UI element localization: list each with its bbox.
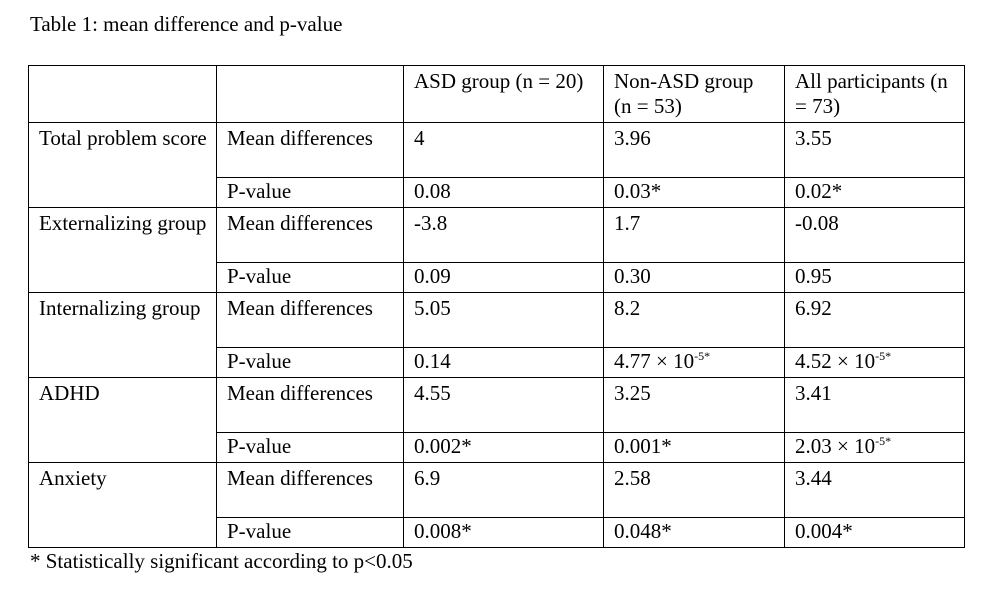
- p-value-cell: 0.08: [403, 177, 604, 208]
- p-value-cell: 0.008*: [403, 517, 604, 548]
- statistic-label-cell: Mean differences: [216, 122, 404, 178]
- statistic-label-cell: Mean differences: [216, 207, 404, 263]
- statistic-label-cell: P-value: [216, 262, 404, 293]
- mean-value-cell: 4.55: [403, 377, 604, 433]
- mean-value-cell: 3.96: [603, 122, 785, 178]
- table-row: P-value 0.14 4.77 × 10-5* 4.52 × 10-5*: [29, 347, 965, 378]
- p-value-cell: 0.048*: [603, 517, 785, 548]
- significance-footnote: * Statistically significant according to…: [30, 549, 413, 573]
- p-value-cell: 0.14: [403, 347, 604, 378]
- statistic-label-cell: Mean differences: [216, 462, 404, 518]
- statistic-label-cell: P-value: [216, 347, 404, 378]
- exponent-superscript: -5*: [875, 349, 892, 363]
- p-value-cell: 0.30: [603, 262, 785, 293]
- header-cell-statistic: [216, 65, 404, 123]
- mean-value-cell: 3.41: [784, 377, 965, 433]
- table-row: Total problem score Mean differences 4 3.96…: [28, 122, 965, 208]
- exponent-superscript: -5*: [875, 434, 892, 448]
- statistic-label-cell: P-value: [216, 432, 404, 463]
- table-row: Anxiety Mean differences 6.9 2.58 3.44: [28, 462, 965, 548]
- mean-value-cell: 3.55: [784, 122, 965, 178]
- header-row: ASD group (n = 20) Non-ASD group (n = 53…: [28, 65, 965, 123]
- statistic-label-cell: Mean differences: [216, 377, 404, 433]
- measure-name-cell: Internalizing group: [28, 292, 217, 378]
- header-cell-asd-group: ASD group (n = 20): [403, 65, 604, 123]
- p-value-cell: 0.09: [403, 262, 604, 293]
- measure-name-cell: Anxiety: [28, 462, 217, 548]
- p-value-cell: 0.002*: [403, 432, 604, 463]
- table-row: ADHD Mean differences 4.55 3.25 3.41: [28, 377, 965, 463]
- p-value-cell: 0.001*: [603, 432, 785, 463]
- table-row: Internalizing group Mean differences 5.05 8…: [28, 292, 965, 378]
- mean-value-cell: 4: [403, 122, 604, 178]
- mean-value-cell: 5.05: [403, 292, 604, 348]
- statistic-label-cell: Mean differences: [216, 292, 404, 348]
- results-table: ASD group (n = 20) Non-ASD group (n = 53…: [28, 65, 965, 548]
- header-cell-measure: [28, 65, 217, 123]
- exponent-superscript: -5*: [694, 349, 711, 363]
- header-cell-non-asd-group: Non-ASD group (n = 53): [603, 65, 785, 123]
- table-caption: Table 1: mean difference and p-value: [30, 12, 343, 36]
- statistic-label-cell: P-value: [216, 517, 404, 548]
- table-row: Externalizing group Mean differences -3.8 1…: [28, 207, 965, 293]
- measure-name-cell: Externalizing group: [28, 207, 217, 293]
- mean-value-cell: 2.58: [603, 462, 785, 518]
- p-value-cell: 0.95: [784, 262, 965, 293]
- mean-value-cell: 6.9: [403, 462, 604, 518]
- mean-value-cell: 8.2: [603, 292, 785, 348]
- mean-value-cell: 3.25: [603, 377, 785, 433]
- p-value-cell: 0.02*: [784, 177, 965, 208]
- p-value-cell: 4.52 × 10-5*: [784, 347, 965, 378]
- header-cell-all-participants: All participants (n = 73): [784, 65, 965, 123]
- mean-value-cell: -0.08: [784, 207, 965, 263]
- table-row: P-value 0.002* 0.001* 2.03 × 10-5*: [29, 432, 965, 463]
- table-row: P-value 0.008* 0.048* 0.004*: [29, 517, 965, 548]
- measure-name-cell: ADHD: [28, 377, 217, 463]
- mean-value-cell: 6.92: [784, 292, 965, 348]
- mean-value-cell: 3.44: [784, 462, 965, 518]
- p-value-cell: 0.03*: [603, 177, 785, 208]
- p-value-cell: 4.77 × 10-5*: [603, 347, 785, 378]
- p-value-cell: 2.03 × 10-5*: [784, 432, 965, 463]
- p-value-cell: 0.004*: [784, 517, 965, 548]
- statistic-label-cell: P-value: [216, 177, 404, 208]
- mean-value-cell: -3.8: [403, 207, 604, 263]
- measure-name-cell: Total problem score: [28, 122, 217, 208]
- mean-value-cell: 1.7: [603, 207, 785, 263]
